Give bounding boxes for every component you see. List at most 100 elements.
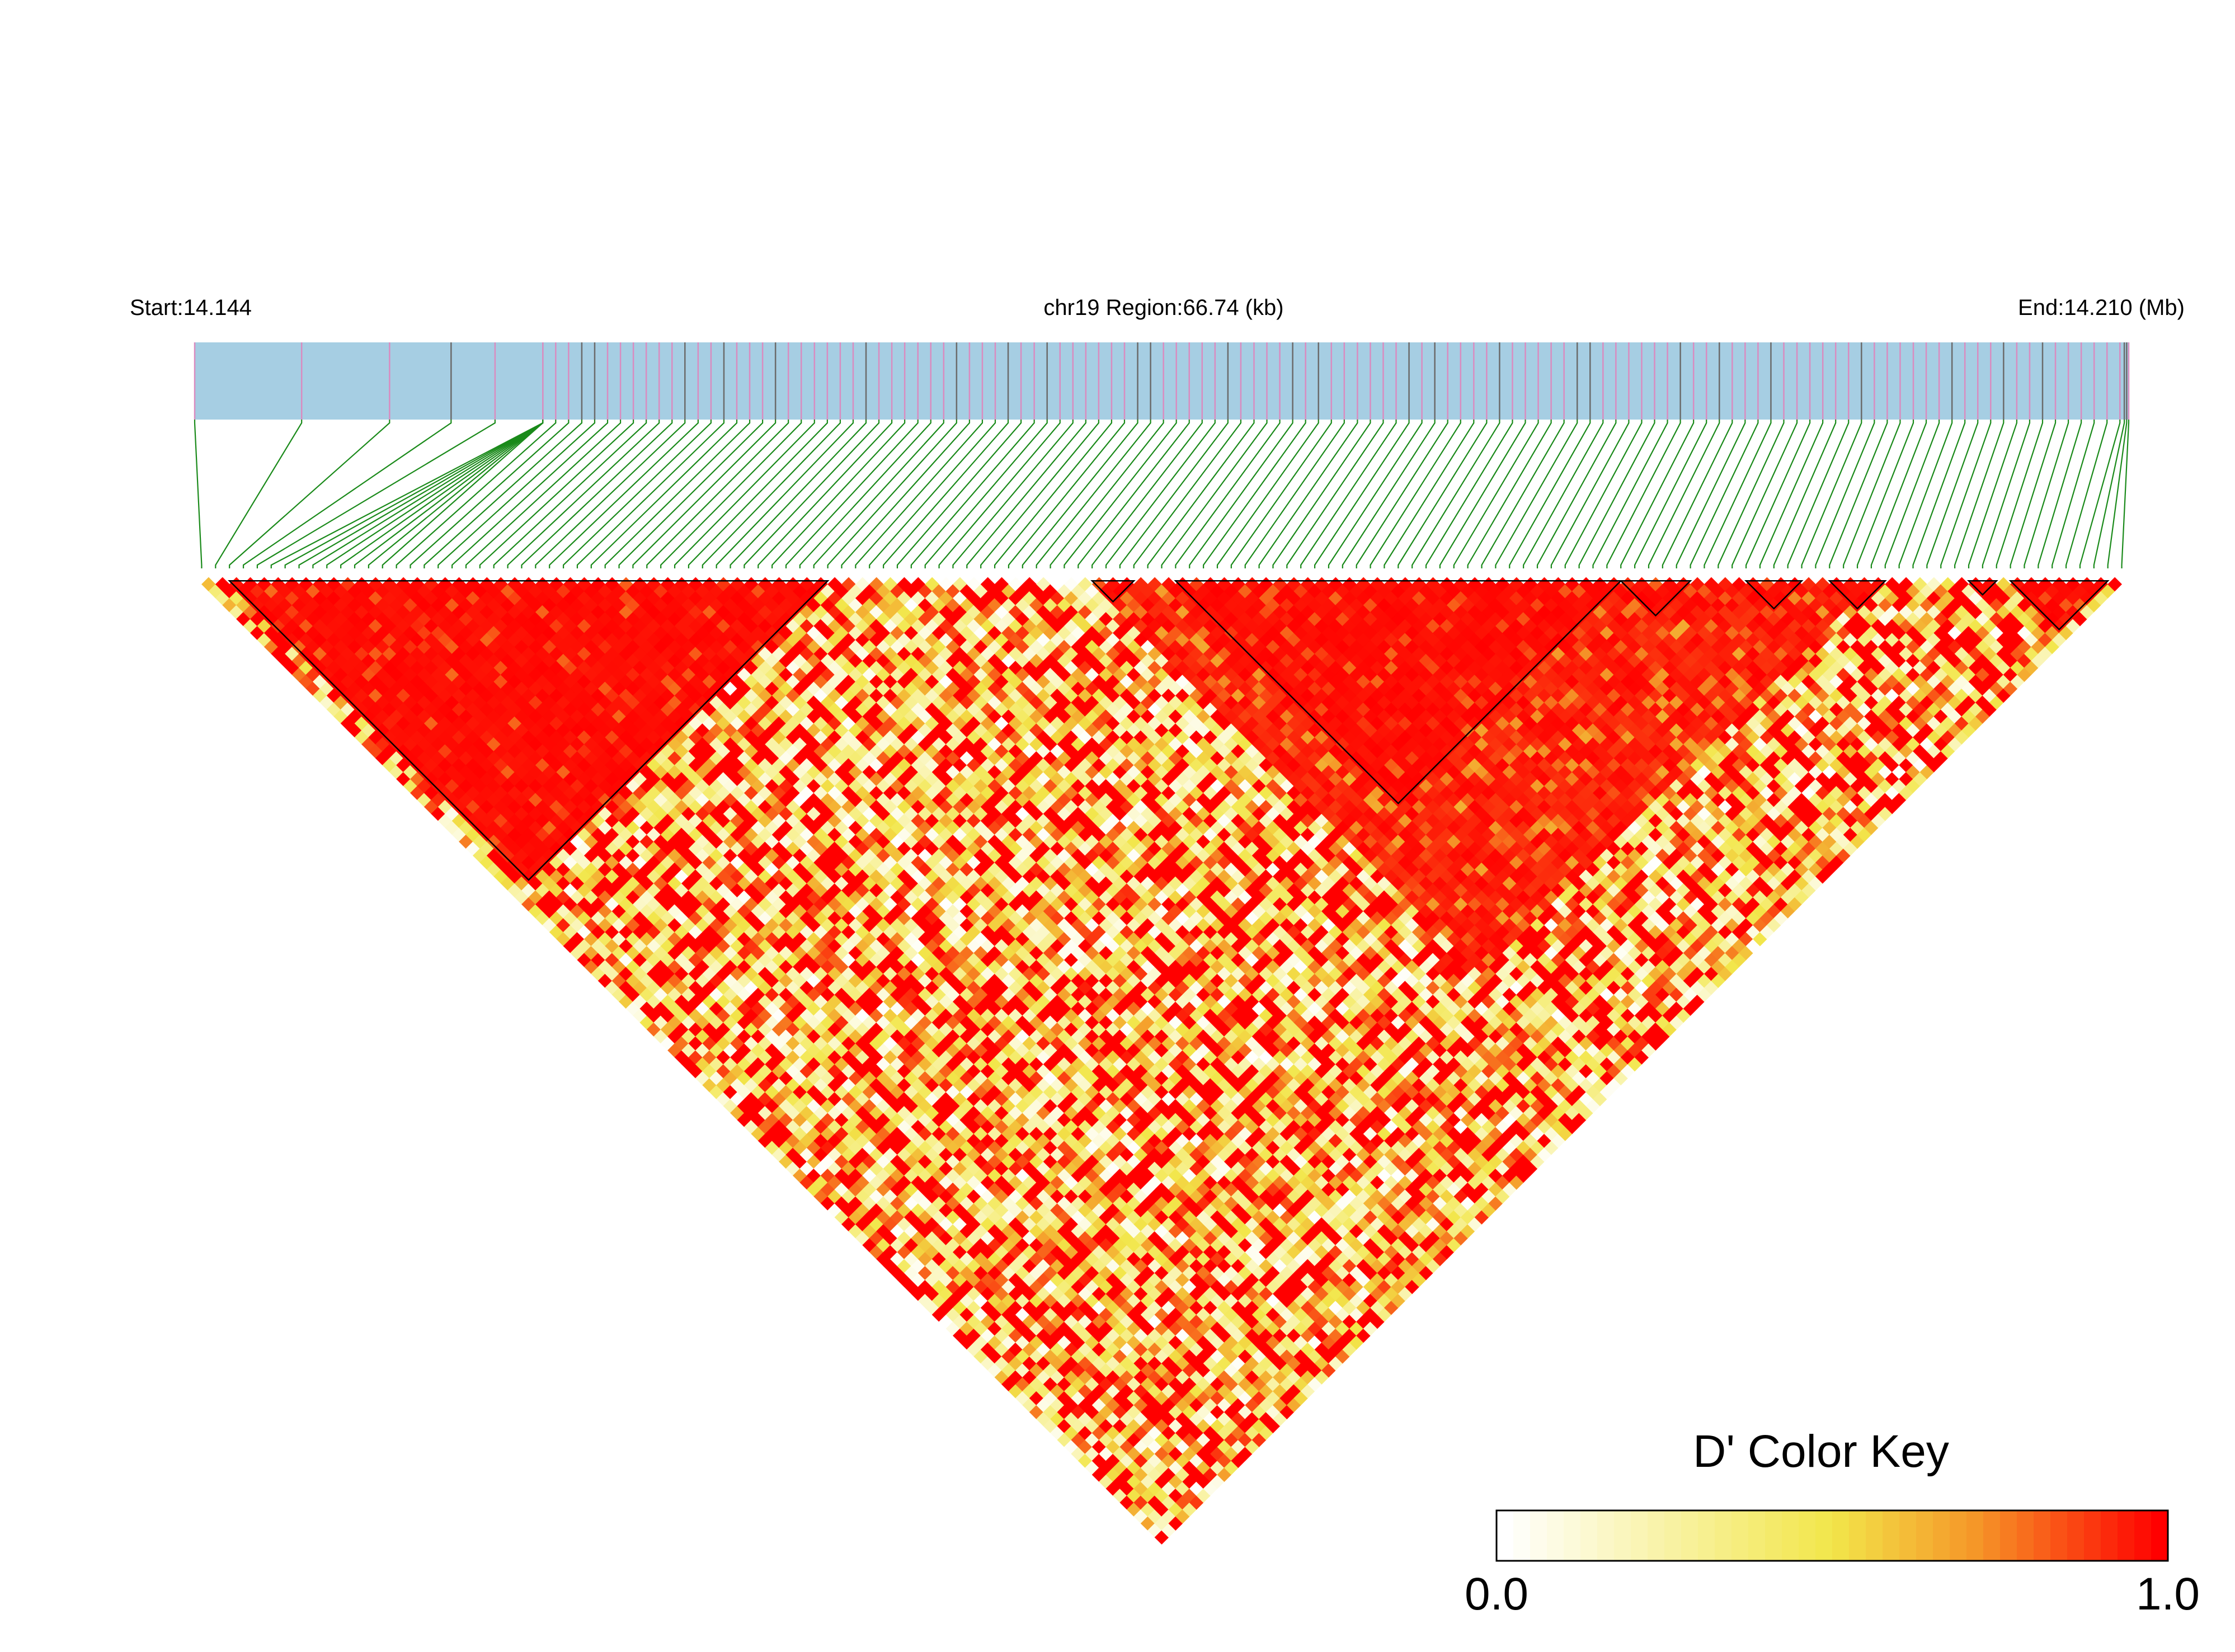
snp-connector xyxy=(1676,420,1746,568)
snp-connector xyxy=(855,420,984,568)
snp-connector xyxy=(1954,420,2005,568)
snp-connector xyxy=(1982,420,2031,568)
snp-connector xyxy=(1745,420,1811,568)
snp-connector xyxy=(1884,420,1940,568)
snp-connector xyxy=(1536,420,1617,568)
snp-connector xyxy=(1161,420,1268,568)
snp-connector xyxy=(1203,420,1306,568)
snp-connector xyxy=(1856,420,1914,568)
snp-connector xyxy=(980,420,1099,568)
snp-connector xyxy=(1718,420,1785,568)
snp-connector xyxy=(2052,420,2095,568)
snp-connector xyxy=(660,420,802,568)
snp-connector xyxy=(270,420,544,568)
snp-connector xyxy=(896,420,1022,568)
snp-connector xyxy=(1759,420,1824,568)
snp-connector xyxy=(1550,420,1630,568)
snp-connector xyxy=(1314,420,1410,568)
snp-connector xyxy=(1008,420,1126,568)
snp-connector xyxy=(757,420,893,568)
snp-connector xyxy=(2093,420,2125,568)
region-end-label: End:14.210 (Mb) xyxy=(2018,295,2185,320)
region-title-label: chr19 Region:66.74 (kb) xyxy=(1043,295,1283,320)
region-start-label: Start:14.144 xyxy=(130,295,252,320)
snp-connector xyxy=(744,420,880,568)
snp-connector xyxy=(2024,420,2069,568)
snp-connector xyxy=(1523,420,1604,568)
snp-connector xyxy=(1926,420,1979,568)
snp-connector xyxy=(284,420,544,568)
snp-connector xyxy=(1425,420,1513,568)
snp-connector xyxy=(1801,420,1862,568)
snp-connector xyxy=(730,420,867,568)
snp-connector xyxy=(1050,420,1164,568)
snp-connector xyxy=(1481,420,1565,568)
snp-connector xyxy=(424,420,583,568)
snp-connector xyxy=(382,420,544,568)
snp-connector xyxy=(1300,420,1397,568)
snp-connector xyxy=(1843,420,1901,568)
snp-connector xyxy=(1509,420,1591,568)
snp-connector xyxy=(1036,420,1151,568)
snp-connector-lines xyxy=(194,420,2130,568)
snp-connector xyxy=(535,420,686,568)
snp-connector xyxy=(215,420,303,568)
snp-connector xyxy=(1815,420,1875,568)
snp-connector xyxy=(1620,420,1695,568)
snp-connector xyxy=(1467,420,1552,568)
snp-connector xyxy=(437,420,596,568)
snp-connector xyxy=(1731,420,1798,568)
snp-connector xyxy=(882,420,1009,568)
snp-connector xyxy=(1940,420,1992,568)
snp-connector xyxy=(1370,420,1461,568)
snp-connector xyxy=(1411,420,1500,568)
snp-connector xyxy=(1077,420,1190,568)
snp-connector xyxy=(1787,420,1850,568)
snp-connector xyxy=(1398,420,1488,568)
snp-connector xyxy=(1384,420,1475,568)
snp-connector xyxy=(1230,420,1332,568)
snp-connector xyxy=(562,420,712,568)
snp-connector xyxy=(1119,420,1229,568)
snp-connector xyxy=(242,420,452,568)
snp-connector xyxy=(1912,420,1966,568)
snp-track-bar xyxy=(195,342,2129,420)
snp-connector xyxy=(1439,420,1526,568)
snp-connector xyxy=(1606,420,1681,568)
snp-connector xyxy=(2065,420,2108,568)
snp-connector xyxy=(1773,420,1837,568)
snp-connector xyxy=(688,420,828,568)
snp-connector xyxy=(451,420,609,568)
snp-connector xyxy=(396,420,557,568)
snp-position-track xyxy=(194,342,2130,420)
snp-connector xyxy=(479,420,634,568)
snp-connector xyxy=(1258,420,1358,568)
snp-connector xyxy=(618,420,764,568)
snp-connector xyxy=(869,420,996,568)
snp-connector xyxy=(1704,420,1772,568)
snp-connector xyxy=(1495,420,1578,568)
snp-connector xyxy=(1829,420,1888,568)
snp-connector xyxy=(1453,420,1539,568)
snp-connector xyxy=(1564,420,1643,568)
snp-connector xyxy=(938,420,1061,568)
snp-connector xyxy=(1189,420,1293,568)
snp-connector xyxy=(521,420,673,568)
snp-connector xyxy=(1996,420,2044,568)
snp-connector xyxy=(1133,420,1242,568)
snp-connector xyxy=(841,420,970,568)
snp-connector xyxy=(1216,420,1319,568)
snp-connector xyxy=(966,420,1086,568)
snp-connector xyxy=(1648,420,1720,568)
snp-connector xyxy=(1286,420,1384,568)
snp-connector xyxy=(590,420,738,568)
snp-connector xyxy=(549,420,699,568)
snp-connector xyxy=(576,420,725,568)
snp-connector xyxy=(674,420,815,568)
snp-connector xyxy=(1870,420,1927,568)
snp-connector xyxy=(771,420,906,568)
snp-connector xyxy=(1662,420,1733,568)
snp-connector xyxy=(952,420,1074,568)
